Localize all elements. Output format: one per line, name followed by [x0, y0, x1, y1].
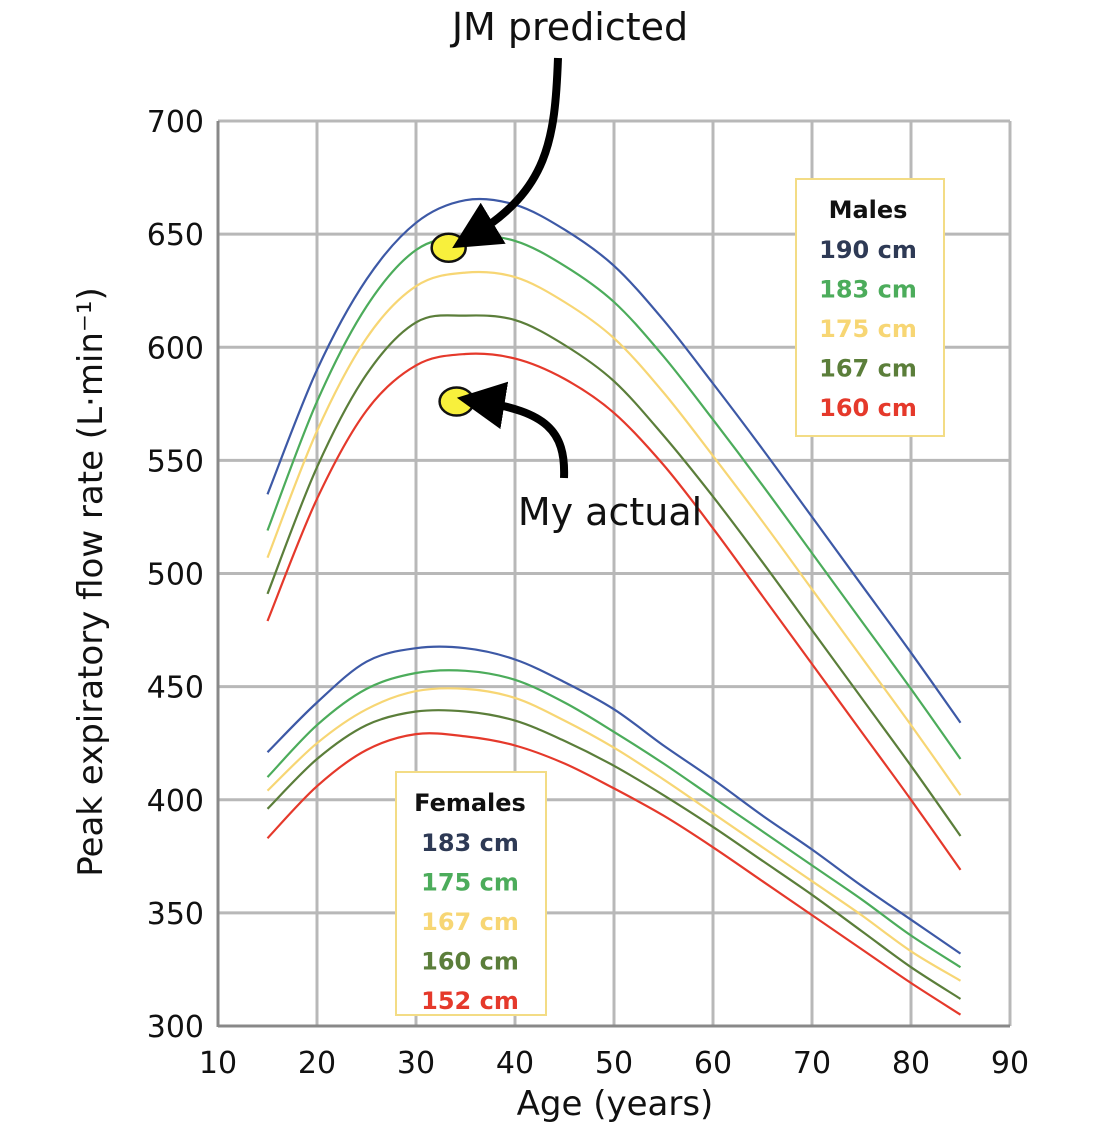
annotations: JM predicted My actual [450, 5, 702, 534]
females-legend-title: Females [414, 789, 526, 817]
y-tick-label: 550 [147, 444, 204, 479]
annotation-my-actual: My actual [518, 490, 702, 534]
males-legend-item: 167 cm [819, 355, 917, 383]
x-tick-label: 10 [199, 1046, 237, 1081]
arrow-my-actual [456, 381, 569, 479]
females-curve-152cm [266, 732, 962, 1016]
y-tick-label: 500 [147, 558, 204, 593]
x-tick-label: 70 [793, 1046, 831, 1081]
y-axis-label: Peak expiratory flow rate (L·min⁻¹) [71, 287, 111, 877]
x-tick-label: 30 [397, 1046, 435, 1081]
males-legend-title: Males [829, 196, 908, 224]
arrow-jm-predicted [452, 57, 562, 249]
x-tick-label: 40 [496, 1046, 534, 1081]
x-axis-label: Age (years) [517, 1084, 714, 1124]
x-tick-label: 20 [298, 1046, 336, 1081]
y-tick-label: 650 [147, 218, 204, 253]
males-legend-box [795, 178, 945, 437]
males-legend-item: 190 cm [819, 236, 917, 264]
females-curve-167cm [266, 687, 962, 982]
females-legend-item: 167 cm [421, 908, 519, 936]
males-curve-167cm [266, 314, 962, 837]
males-legend-item: 183 cm [819, 276, 917, 304]
point-my-actual [438, 386, 475, 417]
females-legend-item: 160 cm [421, 948, 519, 976]
curves [266, 197, 962, 1016]
females-legend-item: 152 cm [421, 987, 519, 1015]
y-tick-label: 700 [147, 105, 204, 140]
y-tick-label: 450 [147, 671, 204, 706]
points [430, 232, 475, 417]
females-legend-box [395, 771, 547, 1016]
females-legend-item: 183 cm [421, 829, 519, 857]
x-tick-label: 80 [892, 1046, 930, 1081]
point-jm-predicted [430, 232, 467, 263]
males-curve-175cm [266, 270, 962, 796]
y-tick-label: 600 [147, 331, 204, 366]
males-curve-183cm [266, 234, 962, 760]
axes: 300 350 400 450 500 550 600 650 700 10 20 30 40 50 60 7… [147, 105, 1029, 1081]
x-tick-label: 60 [694, 1046, 732, 1081]
legends: Males 190 cm 183 cm 175 cm 167 cm 160 cm Femal… [395, 178, 945, 1016]
males-legend-item: 160 cm [819, 394, 917, 422]
x-tick-label: 50 [595, 1046, 633, 1081]
y-tick-label: 400 [147, 784, 204, 819]
x-tick-label: 90 [991, 1046, 1029, 1081]
females-legend-item: 175 cm [421, 869, 519, 897]
y-tick-label: 300 [147, 1010, 204, 1045]
males-curve-160cm [266, 352, 962, 871]
y-tick-label: 350 [147, 897, 204, 932]
annotation-jm-predicted: JM predicted [450, 5, 688, 49]
males-legend-item: 175 cm [819, 315, 917, 343]
males-curve-190cm [266, 197, 962, 724]
females-curve-175cm [266, 669, 962, 969]
females-curve-183cm [266, 645, 962, 955]
females-curve-160cm [266, 709, 962, 1000]
